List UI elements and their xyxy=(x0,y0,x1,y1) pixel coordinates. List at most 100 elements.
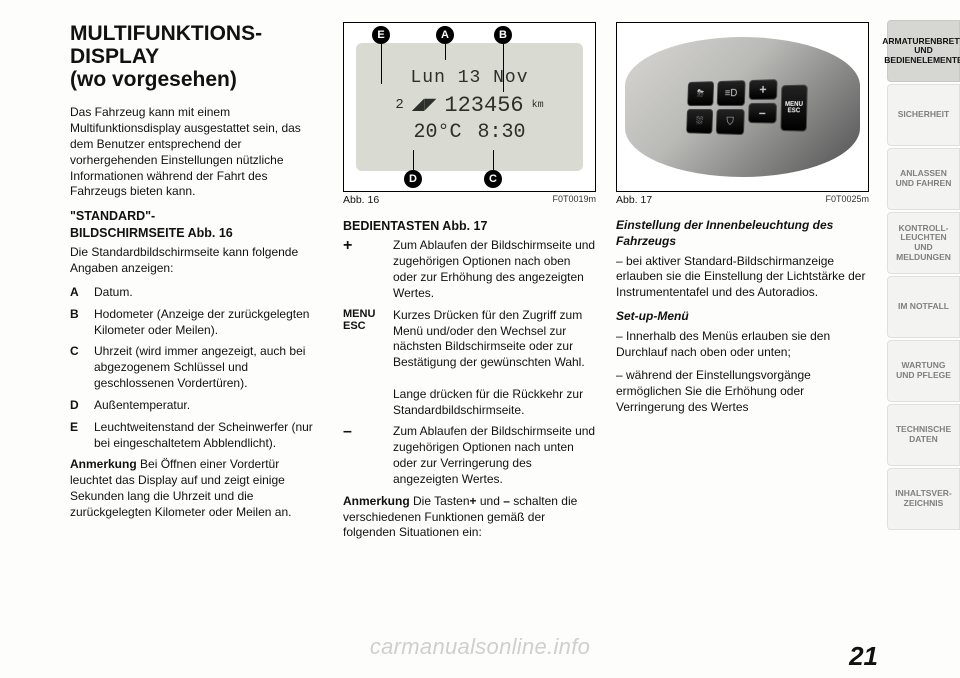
callout-a: A xyxy=(436,26,454,44)
anm-label-1: Anmerkung xyxy=(70,457,140,471)
button-panel: ⛈ ⛆ ≡D ⛉ + – MENUESC xyxy=(625,37,860,177)
title-l1: MULTIFUNKTIONS- xyxy=(70,22,262,45)
anm2a: Die Tasten xyxy=(413,494,469,508)
fig17-code: F0T0025m xyxy=(825,194,869,208)
callout-e: E xyxy=(372,26,390,44)
def-val-e: Leuchtweitenstand der Scheinwerfer (nur … xyxy=(94,420,323,452)
callout-b: B xyxy=(494,26,512,44)
def-val-c: Uhrzeit (wird immer angezeigt, auch bei … xyxy=(94,344,323,391)
btn-menu-text: Kurzes Drücken für den Zugriff zum Menü … xyxy=(393,308,596,419)
panel-btn-front-fog-icon: ⛈ xyxy=(687,81,714,106)
setup-b1: – Innerhalb des Menüs erlauben sie den D… xyxy=(616,329,869,361)
bedientasten-heading: BEDIENTASTEN Abb. 17 xyxy=(343,218,596,235)
fig16-label: Abb. 16 xyxy=(343,194,379,208)
tab-kontrollleuchten[interactable]: KONTROLL-LEUCHTEN UNDMELDUNGEN xyxy=(887,212,960,274)
def-val-d: Außentemperatur. xyxy=(94,398,323,414)
panel-btn-rear-fog-icon: ⛆ xyxy=(686,108,713,133)
panel-btn-dim-icon: ⛉ xyxy=(715,108,744,134)
panel-btn-plus-icon: + xyxy=(748,79,777,100)
lcd-display: Lun 13 Nov 2 ◢◤ 123456 km 20°C 8:30 xyxy=(356,43,583,171)
column-1: MULTIFUNKTIONS- DISPLAY (wo vorgesehen) … xyxy=(70,22,323,668)
lead-d xyxy=(413,150,414,170)
btn-minus-text: Zum Ablaufen der Bildschirmseite und zug… xyxy=(393,424,596,487)
setup-b2: – während der Einstellungsvorgänge ermög… xyxy=(616,368,869,415)
figure-16: Lun 13 Nov 2 ◢◤ 123456 km 20°C 8:30 E A xyxy=(343,22,596,192)
callout-d: D xyxy=(404,170,422,188)
anm2b: + xyxy=(470,494,477,508)
column-2: Lun 13 Nov 2 ◢◤ 123456 km 20°C 8:30 E A xyxy=(343,22,596,668)
standard-heading: "STANDARD"- BILDSCHIRMSEITE Abb. 16 xyxy=(70,208,323,241)
panel-btn-headlamp-icon: ≡D xyxy=(716,80,745,106)
lcd-time: 8:30 xyxy=(478,120,526,146)
std-h2: BILDSCHIRMSEITE Abb. 16 xyxy=(70,226,233,240)
lcd-bottom-row: 20°C 8:30 xyxy=(413,120,525,146)
standard-intro: Die Standardbildschirmseite kann folgend… xyxy=(70,245,323,277)
tab-wartung[interactable]: WARTUNGUND PFLEGE xyxy=(887,340,960,402)
definition-list: A Datum. B Hodometer (Anzeige der zurück… xyxy=(70,285,323,451)
def-row-b: B Hodometer (Anzeige der zurückgelegten … xyxy=(70,307,323,339)
innen-heading: Einstellung der Innenbeleuchtung des Fah… xyxy=(616,218,869,250)
lead-b xyxy=(503,44,504,92)
btn-menu-text-2: Lange drücken für die Rückkehr zur Stand… xyxy=(393,387,583,417)
page-number: 21 xyxy=(849,641,878,672)
setup-heading: Set-up-Menü xyxy=(616,309,869,325)
callout-c: C xyxy=(484,170,502,188)
lcd-temp: 20°C xyxy=(413,120,461,146)
tab-im-notfall[interactable]: IM NOTFALL xyxy=(887,276,960,338)
column-3: ⛈ ⛆ ≡D ⛉ + – MENUESC xyxy=(616,22,869,668)
anmerkung-1: Anmerkung Bei Öffnen einer Vordertür leu… xyxy=(70,457,323,520)
figure-17: ⛈ ⛆ ≡D ⛉ + – MENUESC xyxy=(616,22,869,192)
lcd-odo-row: 2 ◢◤ 123456 km xyxy=(395,91,543,120)
def-key-d: D xyxy=(70,398,86,414)
lcd-level: 2 xyxy=(395,96,403,114)
anm2d: – xyxy=(503,494,510,508)
btn-menu-row: MENU ESC Kurzes Drücken für den Zugriff … xyxy=(343,308,596,419)
def-val-b: Hodometer (Anzeige der zurückgelegten Ki… xyxy=(94,307,323,339)
plus-symbol-icon: + xyxy=(343,238,387,301)
figure-16-caption: Abb. 16 F0T0019m xyxy=(343,194,596,208)
tab-sicherheit[interactable]: SICHERHEIT xyxy=(887,84,960,146)
anmerkung-2: Anmerkung Die Tasten+ und – schalten die… xyxy=(343,494,596,541)
def-row-e: E Leuchtweitenstand der Scheinwerfer (nu… xyxy=(70,420,323,452)
minus-symbol-icon: – xyxy=(343,424,387,487)
intro-paragraph: Das Fahrzeug kann mit einem Multifunktio… xyxy=(70,105,323,200)
panel-row: ⛈ ⛆ ≡D ⛉ + – MENUESC xyxy=(686,78,808,137)
lead-c xyxy=(493,150,494,170)
def-row-a: A Datum. xyxy=(70,285,323,301)
title-l3: (wo vorgesehen) xyxy=(70,68,237,91)
innen-body: – bei aktiver Standard-Bildschirmanzeige… xyxy=(616,254,869,301)
tab-armaturenbrett[interactable]: ARMATURENBRETTUNDBEDIENELEMENTE xyxy=(887,20,960,82)
lead-a xyxy=(445,44,446,60)
def-row-d: D Außentemperatur. xyxy=(70,398,323,414)
figure-17-caption: Abb. 17 F0T0025m xyxy=(616,194,869,208)
def-key-c: C xyxy=(70,344,86,391)
tab-inhaltsverzeichnis[interactable]: INHALTSVER-ZEICHNIS xyxy=(887,468,960,530)
panel-btn-menu-esc: MENUESC xyxy=(780,83,807,130)
lead-e xyxy=(381,44,382,84)
anm2c: und xyxy=(477,494,504,508)
lcd-date: Lun 13 Nov xyxy=(410,67,528,91)
def-val-a: Datum. xyxy=(94,285,323,301)
headlamp-icon: ◢◤ xyxy=(412,95,437,116)
title-l2: DISPLAY xyxy=(70,45,159,68)
tab-technische-daten[interactable]: TECHNISCHEDATEN xyxy=(887,404,960,466)
def-key-e: E xyxy=(70,420,86,452)
def-key-a: A xyxy=(70,285,86,301)
menu-esc-label: MENU ESC xyxy=(343,308,387,419)
std-h1: "STANDARD"- xyxy=(70,209,155,223)
lcd-km: km xyxy=(532,99,544,112)
btn-menu-text-1: Kurzes Drücken für den Zugriff zum Menü … xyxy=(393,308,585,369)
def-key-b: B xyxy=(70,307,86,339)
panel-btn-minus-icon: – xyxy=(748,102,777,123)
chapter-tabs: ARMATURENBRETTUNDBEDIENELEMENTE SICHERHE… xyxy=(887,0,960,678)
menu-key-1: MENU xyxy=(343,308,375,320)
fig16-code: F0T0019m xyxy=(552,194,596,208)
menu-key-2: ESC xyxy=(343,320,366,332)
btn-plus-text: Zum Ablaufen der Bildschirmseite und zug… xyxy=(393,238,596,301)
def-row-c: C Uhrzeit (wird immer angezeigt, auch be… xyxy=(70,344,323,391)
tab-anlassen[interactable]: ANLASSENUND FAHREN xyxy=(887,148,960,210)
btn-minus-row: – Zum Ablaufen der Bildschirmseite und z… xyxy=(343,424,596,487)
anm-label-2: Anmerkung xyxy=(343,494,413,508)
lcd-odo: 123456 xyxy=(444,91,523,120)
fig17-label: Abb. 17 xyxy=(616,194,652,208)
